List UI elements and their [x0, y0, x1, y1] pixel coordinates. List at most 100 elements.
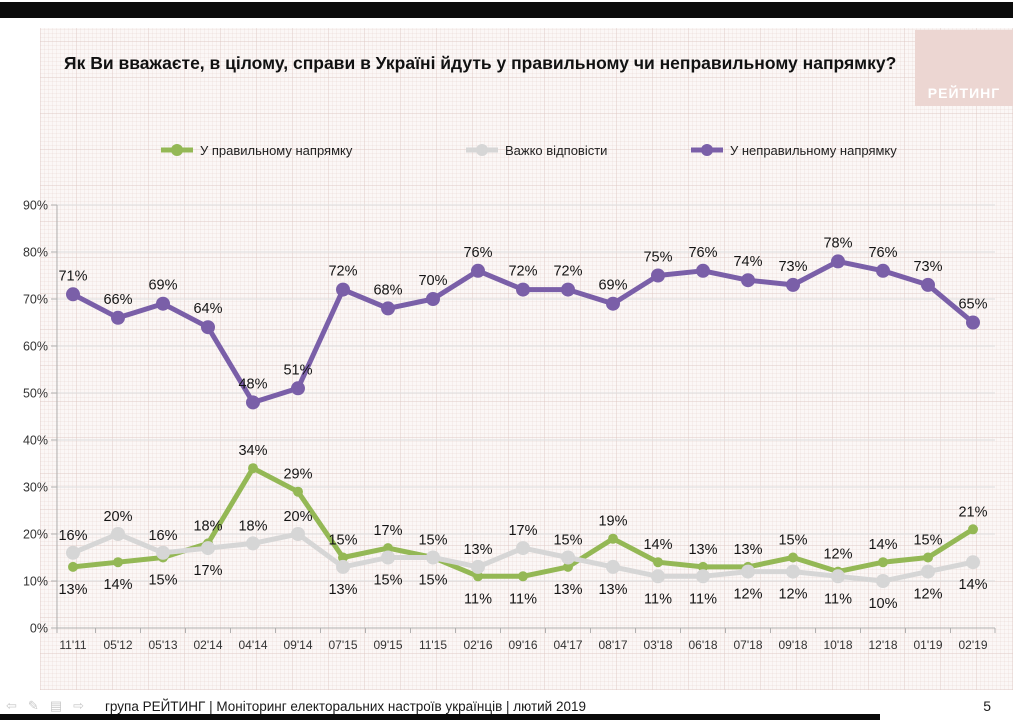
value-label: 14%	[958, 577, 987, 593]
data-point	[968, 524, 978, 535]
data-point	[786, 564, 800, 579]
y-axis-label: 70%	[23, 293, 48, 307]
data-point	[561, 282, 575, 297]
data-point	[516, 282, 530, 297]
data-point	[923, 552, 933, 563]
x-axis-label: 11'11	[59, 638, 87, 652]
footer-caption: група РЕЙТИНГ | Моніторинг електоральних…	[105, 699, 587, 714]
nav-forward-icon[interactable]: ⇨	[73, 698, 85, 713]
value-label: 18%	[193, 518, 222, 534]
line-chart: 0% 10% 20% 30% 40% 50% 60% 70% 80% 90% 11'11 05'12 0…	[23, 199, 996, 652]
value-label: 76%	[868, 245, 897, 261]
data-point	[201, 320, 215, 335]
value-label: 12%	[778, 587, 807, 603]
legend-item: Важко відповісти	[465, 142, 607, 158]
value-label: 16%	[148, 528, 177, 544]
data-point	[111, 527, 125, 541]
slide-content: Як Ви вважаєте, в цілому, справи в Украї…	[23, 28, 1013, 690]
data-point	[113, 557, 123, 568]
value-label: 74%	[733, 254, 762, 270]
y-axis-label: 60%	[23, 340, 48, 354]
value-label: 17%	[508, 523, 537, 539]
top-black-bar	[0, 2, 1013, 18]
data-point	[696, 569, 710, 584]
value-label: 21%	[958, 504, 987, 520]
value-label: 11%	[824, 591, 852, 607]
value-label: 65%	[958, 297, 987, 313]
data-point	[561, 550, 575, 565]
legend-line-marker-icon	[161, 144, 193, 156]
page-number: 5	[983, 698, 991, 714]
value-label: 17%	[373, 523, 402, 539]
value-label: 29%	[283, 467, 312, 483]
value-label: 18%	[238, 518, 267, 534]
data-point	[293, 486, 303, 497]
data-point	[831, 254, 845, 269]
y-axis-label: 0%	[30, 622, 48, 636]
x-axis-label: 02'16	[464, 638, 493, 652]
data-point	[786, 277, 800, 292]
x-axis-label: 07'18	[734, 638, 763, 652]
value-label: 13%	[598, 582, 627, 598]
value-label: 20%	[103, 509, 132, 525]
value-label: 16%	[58, 528, 87, 544]
value-label: 14%	[868, 537, 897, 553]
value-label: 78%	[823, 235, 852, 251]
x-axis-label: 11'15	[419, 638, 447, 652]
legend-item: У неправильному напрямку	[690, 142, 897, 158]
data-point	[383, 543, 393, 554]
x-axis-label: 06'18	[689, 638, 718, 652]
data-point	[156, 296, 170, 311]
legend-label: Важко відповісти	[505, 142, 608, 158]
data-point	[426, 292, 440, 306]
y-axis-label: 90%	[23, 199, 48, 213]
x-axis-label: 10'18	[824, 638, 853, 652]
value-label: 15%	[418, 533, 447, 549]
value-label: 72%	[553, 264, 582, 280]
data-point	[473, 571, 483, 582]
data-point	[156, 545, 170, 560]
value-label: 20%	[283, 509, 312, 525]
y-axis-label: 10%	[23, 575, 48, 589]
x-axis-label: 08'17	[599, 638, 628, 652]
value-label: 11%	[644, 591, 672, 607]
value-label: 13%	[733, 542, 762, 558]
data-point	[471, 263, 485, 278]
data-point	[246, 395, 260, 410]
data-point	[68, 561, 78, 572]
value-label: 73%	[778, 259, 807, 275]
data-point	[516, 541, 530, 556]
legend-line-marker-icon	[691, 144, 723, 156]
value-label: 69%	[148, 278, 177, 294]
value-label: 75%	[643, 250, 672, 266]
data-point	[246, 536, 260, 551]
x-axis-label: 09'15	[374, 638, 403, 652]
rating-logo: РЕЙТИНГ	[915, 30, 1013, 106]
notes-icon[interactable]: ▤	[49, 698, 63, 713]
x-axis-label: 09'14	[284, 638, 313, 652]
nav-back-icon[interactable]: ⇦	[6, 698, 17, 713]
data-point	[471, 559, 485, 574]
value-label: 34%	[238, 443, 267, 459]
value-label: 12%	[913, 587, 942, 603]
value-label: 13%	[328, 582, 357, 598]
value-label: 15%	[418, 573, 447, 589]
data-point	[741, 564, 755, 579]
data-point	[606, 296, 620, 311]
value-label: 15%	[328, 533, 357, 549]
data-point	[291, 381, 305, 396]
data-point	[426, 550, 440, 565]
y-axis-label: 40%	[23, 434, 48, 448]
legend-label: У правильному напрямку	[200, 142, 353, 158]
value-label: 12%	[733, 587, 762, 603]
value-label: 76%	[463, 245, 492, 261]
data-point	[741, 273, 755, 288]
data-point	[111, 310, 125, 325]
value-label: 64%	[193, 301, 222, 317]
value-label: 13%	[553, 582, 582, 598]
bottom-black-bar	[0, 714, 880, 720]
value-label: 10%	[868, 596, 897, 612]
value-label: 15%	[373, 573, 402, 589]
data-point	[291, 527, 305, 541]
edit-pencil-icon[interactable]: ✎	[27, 698, 39, 713]
